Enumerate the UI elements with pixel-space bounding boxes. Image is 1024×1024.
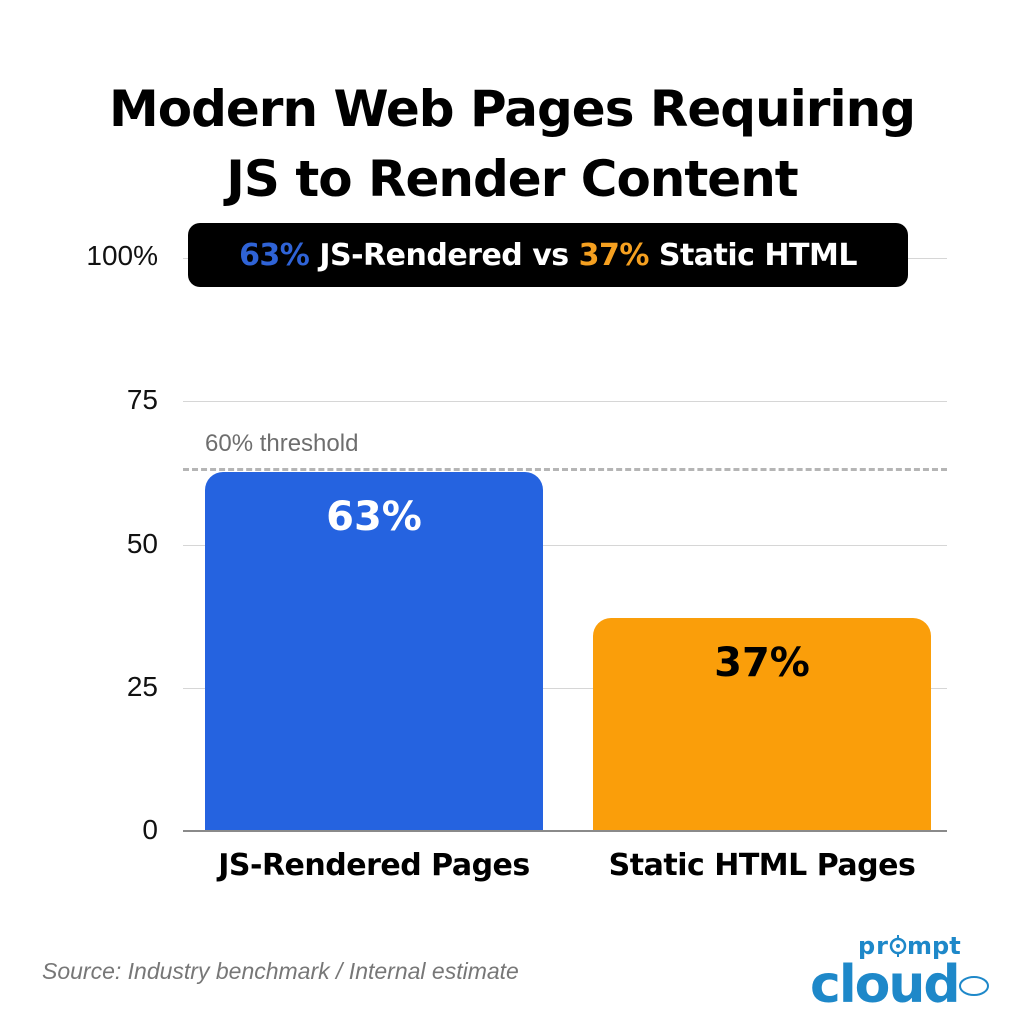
gridline-50 (183, 545, 947, 546)
bar-static-html: 37% (593, 618, 931, 831)
banner-js-text: JS-Rendered vs (309, 237, 579, 273)
bar-value-static: 37% (714, 640, 810, 686)
summary-banner: 63% JS-Rendered vs 37% Static HTML (188, 223, 908, 287)
source-note: Source: Industry benchmark / Internal es… (42, 958, 519, 984)
chart-title: Modern Web Pages Requiring JS to Render … (0, 74, 1024, 214)
bar-value-js: 63% (326, 494, 422, 540)
ytick-100: 100% (86, 240, 158, 271)
x-axis-line (183, 830, 947, 832)
svg-text:mpt: mpt (907, 932, 961, 960)
promptcloud-logo: pr mpt cloud (806, 928, 996, 1015)
cloud-logo-icon: pr mpt cloud (810, 932, 989, 1015)
title-line-1: Modern Web Pages Requiring (109, 80, 916, 138)
banner-static-pct: 37% (578, 237, 650, 273)
threshold-line (183, 468, 947, 471)
gridline-75 (183, 401, 947, 402)
banner-js-pct: 63% (239, 237, 310, 273)
svg-text:pr: pr (858, 932, 889, 960)
ytick-50: 50 (126, 528, 158, 559)
gridline-25 (183, 688, 947, 689)
ytick-75: 75 (126, 384, 158, 415)
title-line-2: JS to Render Content (226, 150, 798, 208)
svg-text:cloud: cloud (810, 955, 959, 1008)
threshold-label: 60% threshold (205, 430, 359, 457)
ytick-25: 25 (126, 671, 158, 702)
bar-js-rendered: 63% (205, 472, 543, 831)
ytick-0: 0 (142, 814, 158, 845)
xlabel-js-rendered: JS-Rendered Pages (218, 848, 530, 883)
banner-static-text: Static HTML (648, 237, 858, 273)
xlabel-static-html: Static HTML Pages (608, 848, 916, 883)
